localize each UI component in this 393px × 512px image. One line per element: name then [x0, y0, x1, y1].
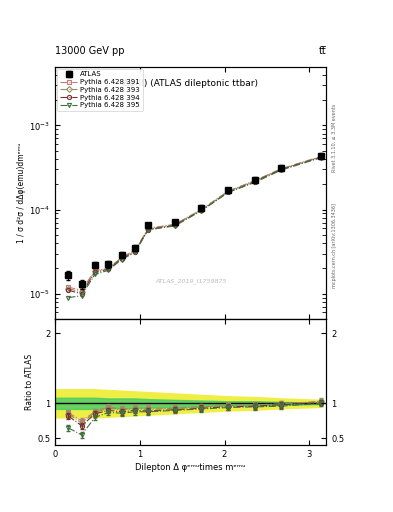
Pythia 6.428 394 — [173, 222, 177, 228]
Text: Rivet 3.1.10, ≥ 3.3M events: Rivet 3.1.10, ≥ 3.3M events — [332, 104, 337, 173]
Line: Pythia 6.428 393: Pythia 6.428 393 — [66, 154, 323, 294]
Pythia 6.428 393 — [132, 248, 137, 254]
Pythia 6.428 393 — [146, 226, 151, 232]
Pythia 6.428 391 — [66, 284, 71, 290]
Text: Δφ(ll) (ATLAS dileptonic ttbar): Δφ(ll) (ATLAS dileptonic ttbar) — [123, 79, 258, 88]
Legend: ATLAS, Pythia 6.428 391, Pythia 6.428 393, Pythia 6.428 394, Pythia 6.428 395: ATLAS, Pythia 6.428 391, Pythia 6.428 39… — [57, 69, 143, 111]
Pythia 6.428 395 — [252, 179, 257, 185]
Text: mcplots.cern.ch [arXiv:1306.3436]: mcplots.cern.ch [arXiv:1306.3436] — [332, 203, 337, 288]
Pythia 6.428 393 — [66, 286, 71, 292]
Pythia 6.428 394 — [146, 226, 151, 232]
Pythia 6.428 391 — [106, 265, 110, 271]
Pythia 6.428 391 — [93, 267, 97, 273]
Pythia 6.428 395 — [106, 267, 110, 273]
Pythia 6.428 391 — [79, 287, 84, 293]
Text: ATLAS_2019_I1759875: ATLAS_2019_I1759875 — [155, 279, 226, 284]
Pythia 6.428 393 — [79, 289, 84, 295]
Pythia 6.428 391 — [319, 154, 323, 160]
Text: tt̅: tt̅ — [318, 46, 326, 56]
Pythia 6.428 393 — [226, 188, 230, 195]
Line: Pythia 6.428 395: Pythia 6.428 395 — [66, 156, 323, 300]
Pythia 6.428 391 — [132, 247, 137, 253]
Pythia 6.428 394 — [79, 291, 84, 297]
Line: Pythia 6.428 391: Pythia 6.428 391 — [66, 155, 323, 292]
Pythia 6.428 395 — [146, 227, 151, 233]
Pythia 6.428 395 — [66, 294, 71, 301]
Pythia 6.428 395 — [199, 208, 204, 214]
Pythia 6.428 393 — [252, 178, 257, 184]
Pythia 6.428 395 — [93, 271, 97, 278]
Pythia 6.428 393 — [319, 153, 323, 159]
Pythia 6.428 394 — [319, 154, 323, 160]
Pythia 6.428 394 — [199, 207, 204, 214]
Pythia 6.428 393 — [173, 222, 177, 228]
Pythia 6.428 391 — [279, 166, 284, 172]
Pythia 6.428 394 — [226, 189, 230, 196]
X-axis label: Dilepton Δ φᵉᵐᵘtimes mᵉᵐᵘ: Dilepton Δ φᵉᵐᵘtimes mᵉᵐᵘ — [135, 463, 246, 473]
Pythia 6.428 393 — [93, 268, 97, 274]
Pythia 6.428 391 — [199, 206, 204, 212]
Pythia 6.428 395 — [279, 167, 284, 173]
Pythia 6.428 394 — [119, 256, 124, 262]
Pythia 6.428 395 — [132, 249, 137, 255]
Pythia 6.428 395 — [319, 155, 323, 161]
Pythia 6.428 394 — [132, 249, 137, 255]
Y-axis label: Ratio to ATLAS: Ratio to ATLAS — [25, 354, 34, 410]
Pythia 6.428 395 — [226, 189, 230, 196]
Pythia 6.428 393 — [106, 265, 110, 271]
Pythia 6.428 394 — [66, 287, 71, 293]
Pythia 6.428 391 — [226, 188, 230, 195]
Pythia 6.428 394 — [93, 269, 97, 275]
Pythia 6.428 394 — [279, 166, 284, 173]
Pythia 6.428 393 — [199, 206, 204, 212]
Pythia 6.428 395 — [119, 257, 124, 263]
Pythia 6.428 391 — [173, 221, 177, 227]
Pythia 6.428 393 — [119, 255, 124, 261]
Pythia 6.428 395 — [79, 292, 84, 298]
Pythia 6.428 394 — [106, 266, 110, 272]
Text: 13000 GeV pp: 13000 GeV pp — [55, 46, 125, 56]
Pythia 6.428 394 — [252, 179, 257, 185]
Pythia 6.428 393 — [279, 166, 284, 172]
Pythia 6.428 391 — [146, 225, 151, 231]
Y-axis label: 1 / σ d²σ / dΔφ(emu)dmᵉᵐᵘ: 1 / σ d²σ / dΔφ(emu)dmᵉᵐᵘ — [17, 143, 26, 243]
Pythia 6.428 391 — [119, 254, 124, 261]
Pythia 6.428 391 — [252, 178, 257, 184]
Line: Pythia 6.428 394: Pythia 6.428 394 — [66, 155, 323, 296]
Pythia 6.428 395 — [173, 223, 177, 229]
